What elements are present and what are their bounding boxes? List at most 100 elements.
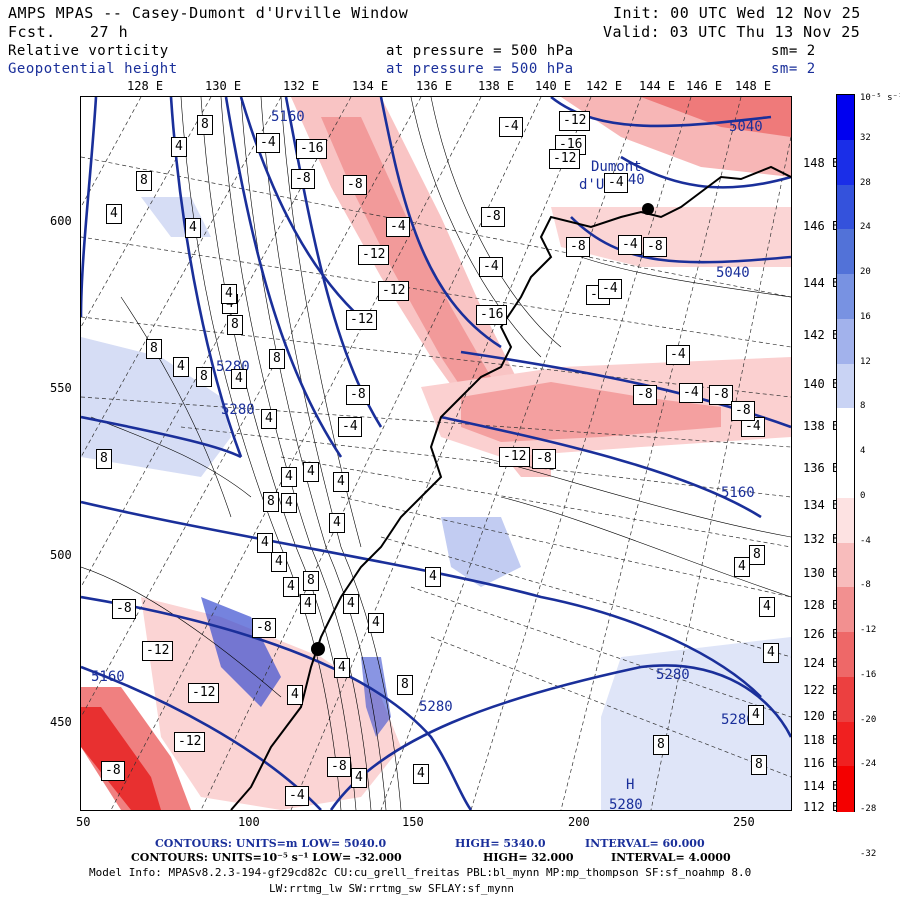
vorticity-contour-label: 4 [425,567,441,587]
lat-label: 116 E [803,756,840,770]
forecast-label: Fcst. [8,23,56,41]
colorbar-segment [837,497,854,543]
vorticity-contour-label: 8 [146,339,162,359]
height-label: 5160 [271,109,305,125]
footer-height-high: HIGH= 5340.0 [455,837,546,850]
latlon-grid [81,97,791,810]
vorticity-contour-label: 4 [300,594,316,614]
place-label-dumont: Dumont [591,159,642,175]
vorticity-contour-label: -16 [476,305,508,325]
vorticity-contour-label: 4 [231,369,247,389]
footer-vort-interval: INTERVAL= 4.0000 [611,851,731,864]
vorticity-contour-label: -12 [358,245,390,265]
x-tick-label: 200 [568,815,590,829]
colorbar-segment [837,318,854,364]
vorticity-contour-label: -4 [285,786,309,806]
lat-label: 124 E [803,656,840,670]
footer-model-info: Model Info: MPASv8.2.3-194-gf29cd82c CU:… [89,866,752,879]
footer-height-contours: CONTOURS: UNITS=m LOW= 5040.0 [155,837,387,850]
red-band-east-core [461,382,721,442]
x-tick-label: 150 [402,815,424,829]
init-time: Init: 00 UTC Wed 12 Nov 25 [613,4,861,22]
station-casey [311,642,325,656]
lat-label: 130 E [803,566,840,580]
vorticity-contour-label: 4 [281,493,297,513]
vorticity-contour-label: 4 [185,218,201,238]
vorticity-contour-label: -12 [188,683,220,703]
height-label: 5280 [221,402,255,418]
vorticity-contour-label: 8 [397,675,413,695]
colorbar-label: 16 [860,311,871,322]
vorticity-contour-label: 8 [196,367,212,387]
y-tick-label: 450 [50,715,72,729]
x-tick-label: 250 [733,815,755,829]
colorbar-unit: 10⁻⁵ s⁻¹ [860,93,900,103]
vorticity-contour-label: -12 [559,111,591,131]
vorticity-contour-label: -4 [679,383,703,403]
x-tick-label: 50 [76,815,91,829]
vorticity-contour-label: 4 [334,658,350,678]
red-band-mid [551,207,791,267]
colorbar-segment [837,721,854,767]
vorticity-contour-label: -4 [666,345,690,365]
vorticity-contour-label: -8 [327,757,351,777]
forecast-hour: 27 h [90,23,129,41]
vorticity-contour-label: -4 [499,117,523,137]
lon-label: 144 E [639,79,676,93]
vorticity-contour-label: 4 [333,472,349,492]
vorticity-contour-label: 4 [303,462,319,482]
vorticity-contour-label: 4 [343,594,359,614]
height-label: 5160 [721,485,755,501]
field1-name: Relative vorticity [8,43,169,59]
field2-smoothing: sm= 2 [771,61,816,77]
vorticity-contour-label: 4 [283,577,299,597]
vorticity-contour-label: 8 [269,349,285,369]
red-band-core [321,117,521,457]
height-label: 5040 [716,265,750,281]
height-label: 5280 [721,712,755,728]
colorbar-segment [837,363,854,409]
vorticity-contour-label: 8 [653,735,669,755]
field1-level: at pressure = 500 hPa [386,43,574,59]
vorticity-contour-label: -8 [709,385,733,405]
footer-vort-contours: CONTOURS: UNITS=10⁻⁵ s⁻¹ LOW= -32.000 [131,851,402,864]
height-label: 5040 [729,119,763,135]
vorticity-contour-label: 4 [221,284,237,304]
colorbar-segment [837,632,854,678]
colorbar-label: 32 [860,132,871,143]
vorticity-contour-label: -8 [343,175,367,195]
high-pressure-label: H [626,777,635,793]
colorbar-label: 4 [860,446,866,456]
height-label: 5280 [656,667,690,683]
colorbar-segment [837,408,854,454]
footer-physics-info: LW:rrtmg_lw SW:rrtmg_sw SFLAY:sf_mynn [269,882,515,895]
vorticity-contour-label: 4 [173,357,189,377]
colorbar-label: 24 [860,222,871,233]
vorticity-contour-label: 4 [261,409,277,429]
lon-label: 130 E [205,79,242,93]
vorticity-contour-label: 8 [197,115,213,135]
lat-label: 118 E [803,733,840,747]
lat-label: 146 E [803,219,840,233]
red-band-south [141,597,401,810]
vorticity-contour-label: 8 [263,492,279,512]
chart-title: AMPS MPAS -- Casey-Dumont d'Urville Wind… [8,4,409,22]
vorticity-contour-label: -8 [566,237,590,257]
vorticity-contour-label: 4 [171,137,187,157]
colorbar-label: -32 [860,848,877,859]
vorticity-contour-label: 8 [96,449,112,469]
colorbar-label: -4 [860,535,871,546]
vorticity-contour-label: -4 [256,133,280,153]
vorticity-contour-label: -12 [499,447,531,467]
vorticity-contour-label: -12 [346,310,378,330]
colorbar-label: 12 [860,356,871,367]
colorbar-label: -12 [860,625,877,635]
lon-label: 128 E [127,79,164,93]
vorticity-contour-label: -8 [291,169,315,189]
vorticity-contour-label: 4 [271,552,287,572]
lat-label: 128 E [803,598,840,612]
y-tick-label: 550 [50,381,72,395]
lon-label: 138 E [478,79,515,93]
lon-label: 132 E [283,79,320,93]
vorticity-contour-label: -8 [481,207,505,227]
